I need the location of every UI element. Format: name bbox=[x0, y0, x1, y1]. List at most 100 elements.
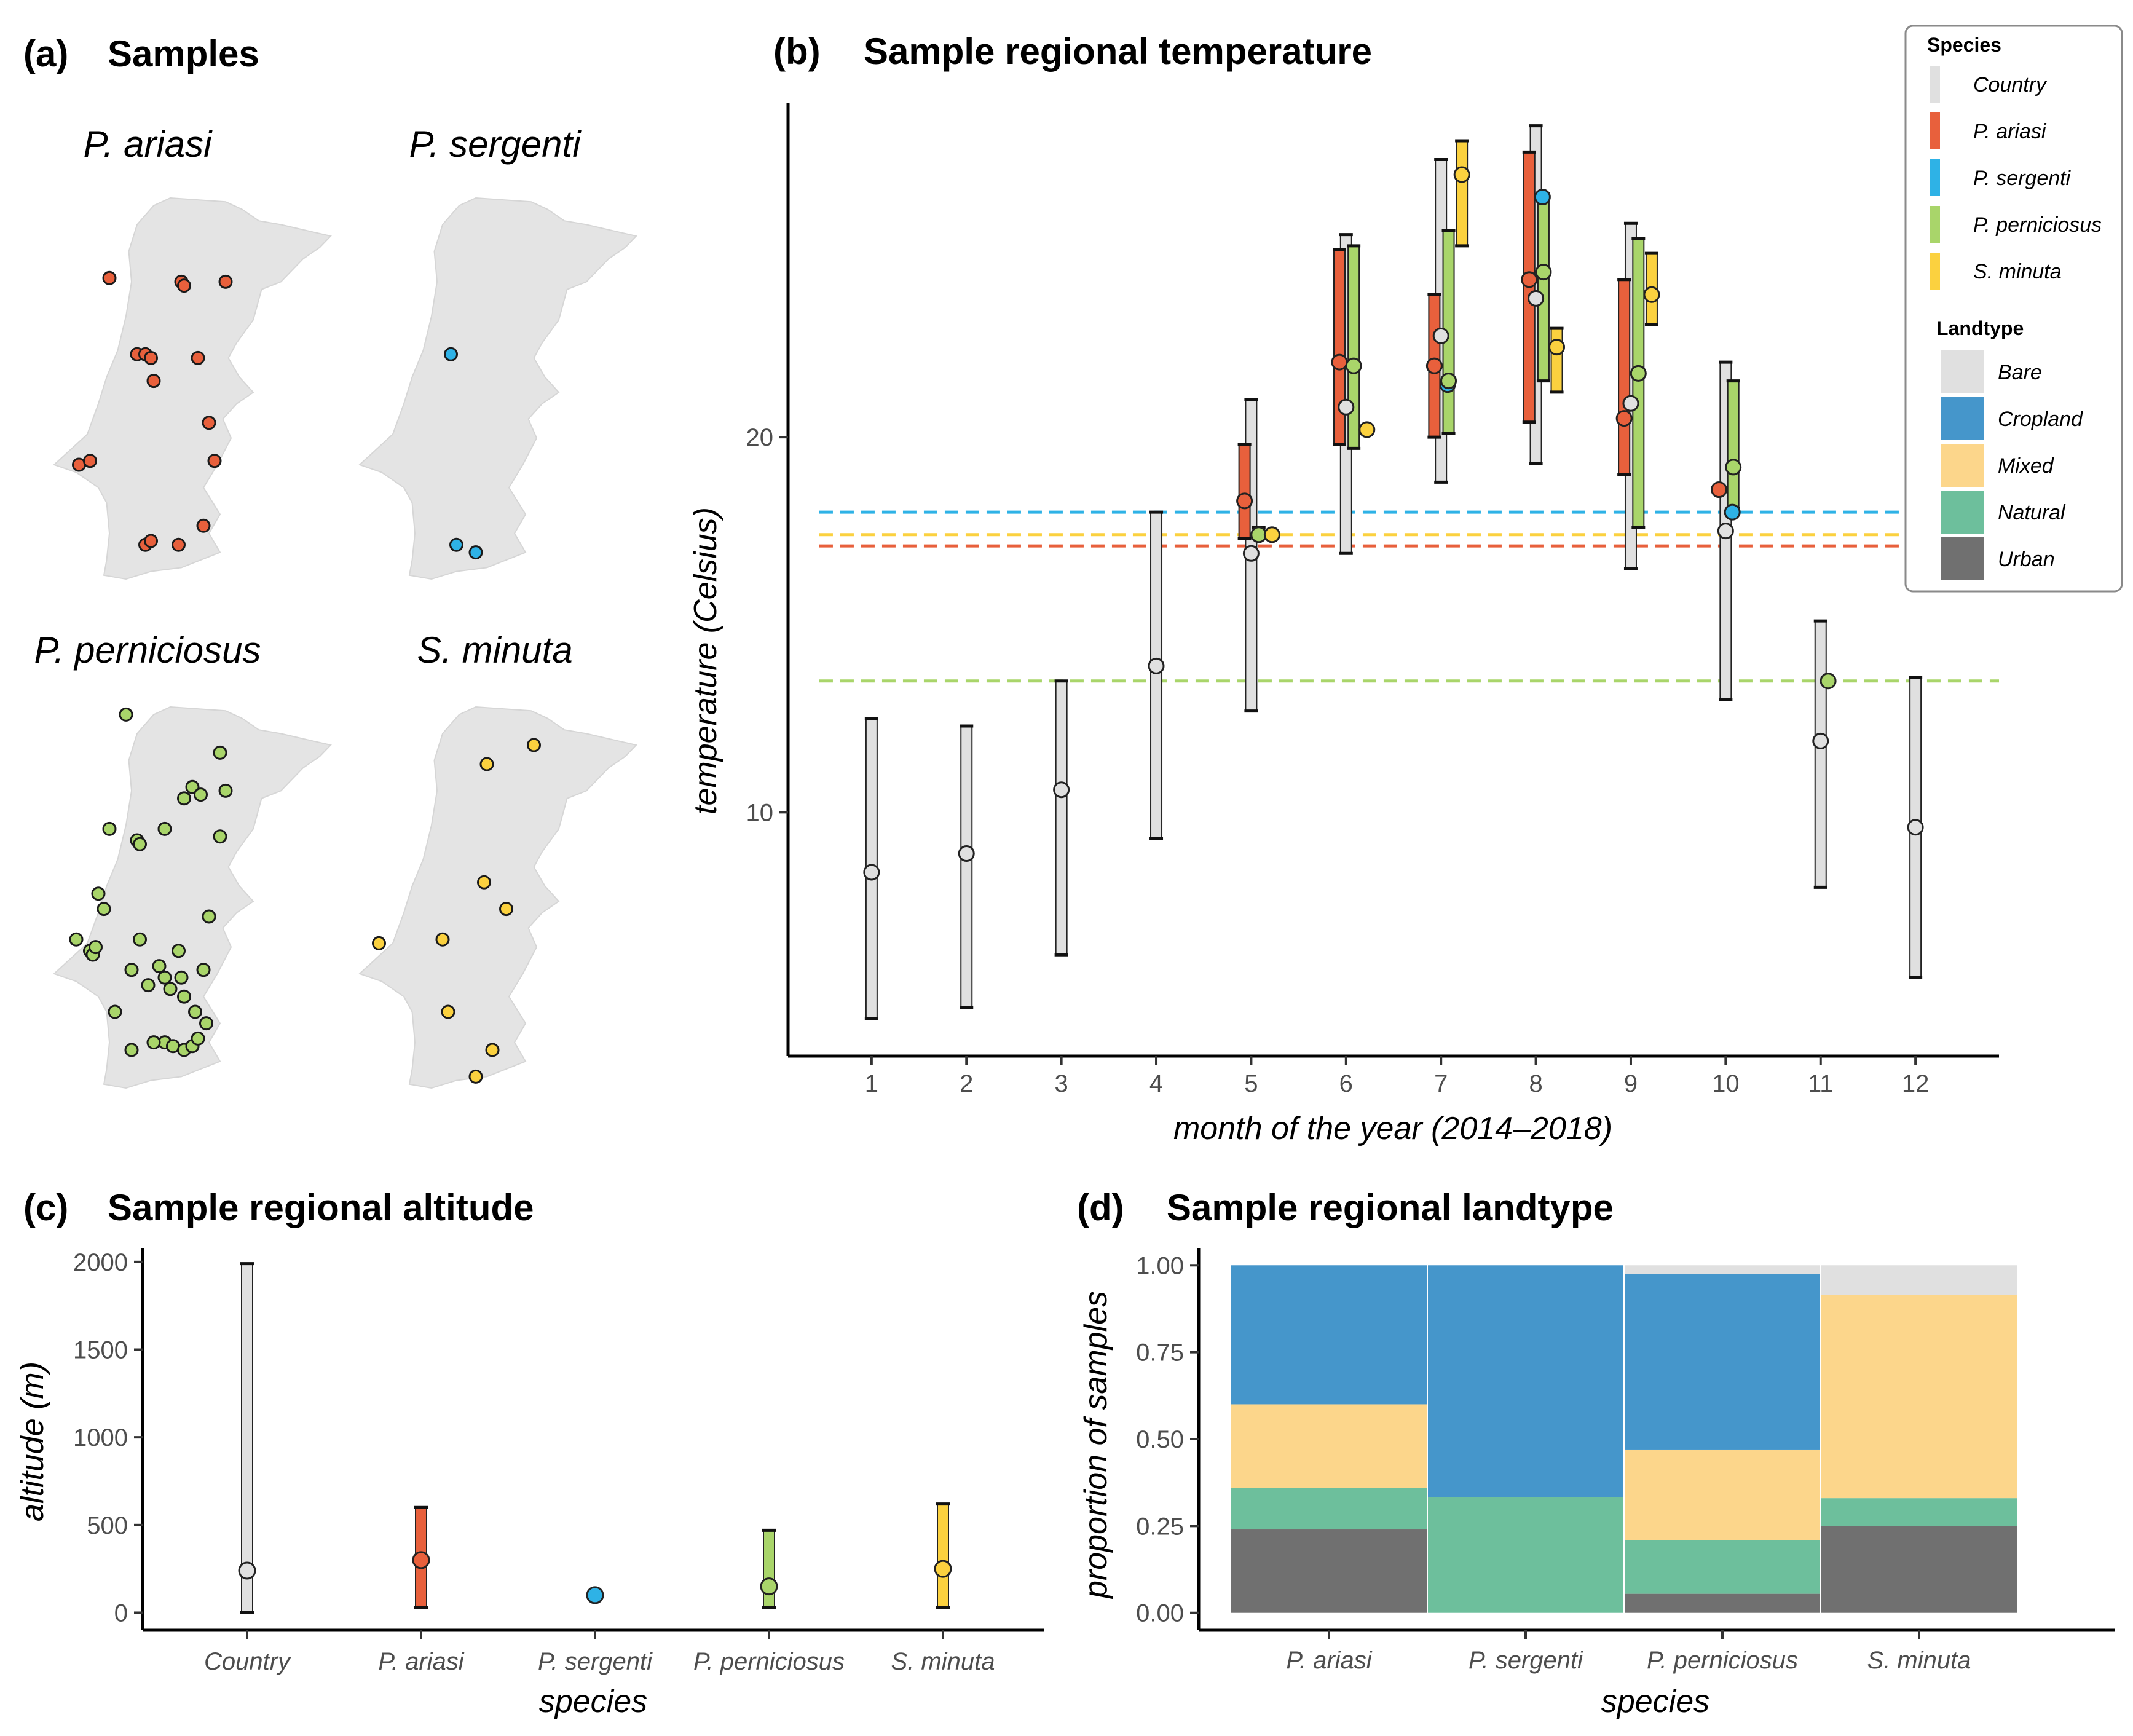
legend-label-s-minuta: S. minuta bbox=[1973, 260, 2062, 283]
series-p-ariasi bbox=[1237, 150, 1631, 540]
range-bar bbox=[1550, 328, 1563, 393]
sample-point bbox=[477, 875, 491, 890]
sample-point bbox=[144, 534, 158, 548]
bar-segment-cropland bbox=[1428, 1265, 1623, 1497]
point-country bbox=[1242, 545, 1260, 562]
x-tick-label: 8 bbox=[1529, 1070, 1542, 1097]
range-bar bbox=[960, 725, 973, 1008]
sample-point bbox=[102, 270, 117, 285]
point-country bbox=[1148, 657, 1165, 674]
sample-point bbox=[133, 932, 147, 947]
sample-point bbox=[97, 902, 111, 917]
bar-segment-bare bbox=[1821, 1265, 2017, 1295]
bar-segment-natural bbox=[1428, 1497, 1623, 1613]
bar-segment-urban bbox=[1625, 1593, 1820, 1613]
point-country bbox=[1528, 290, 1545, 307]
sample-point bbox=[218, 783, 233, 798]
point-s-minuta bbox=[1358, 421, 1376, 438]
y-tick-label: 1000 bbox=[73, 1424, 128, 1451]
panel-c-x-axis-title: species bbox=[539, 1684, 647, 1719]
series-country bbox=[864, 124, 1923, 1020]
range-bar bbox=[1618, 278, 1631, 476]
point-p-perniciosus bbox=[1440, 373, 1457, 390]
point-p-sergenti bbox=[586, 1586, 604, 1604]
point-s-minuta bbox=[1453, 166, 1470, 183]
country-outline bbox=[53, 197, 332, 580]
map-p-perniciosus: P. perniciosus bbox=[34, 629, 332, 1089]
sample-point bbox=[468, 1069, 483, 1084]
point-p-sergenti bbox=[1724, 503, 1741, 521]
legend-label-country: Country bbox=[1973, 73, 2048, 97]
legend-species-title: Species bbox=[1927, 34, 2001, 56]
legend-landtype-title: Landtype bbox=[1936, 317, 2024, 339]
sample-point bbox=[188, 1004, 202, 1019]
sample-point bbox=[163, 982, 178, 996]
x-tick-label: P. perniciosus bbox=[693, 1648, 845, 1675]
point-p-perniciosus bbox=[1630, 365, 1647, 382]
sample-point bbox=[177, 791, 191, 806]
panel-b-title: Sample regional temperature bbox=[864, 31, 1372, 72]
x-tick-label: 6 bbox=[1339, 1070, 1353, 1097]
sample-point bbox=[213, 829, 227, 844]
bar-segment-mixed bbox=[1625, 1449, 1820, 1540]
sample-point bbox=[191, 1031, 205, 1046]
range-bar bbox=[1055, 680, 1068, 956]
point-country bbox=[1907, 819, 1924, 836]
sample-point bbox=[196, 518, 211, 533]
sample-point bbox=[199, 1016, 213, 1031]
range-bar bbox=[1347, 245, 1360, 449]
x-tick-label: 7 bbox=[1434, 1070, 1448, 1097]
range-bar bbox=[1814, 620, 1827, 888]
x-tick-label: P. perniciosus bbox=[1647, 1647, 1798, 1674]
x-tick-label: P. sergenti bbox=[1469, 1647, 1583, 1674]
sample-point bbox=[83, 454, 97, 468]
panel-d-title: Sample regional landtype bbox=[1167, 1187, 1614, 1228]
sample-point bbox=[499, 902, 513, 917]
sample-point bbox=[435, 932, 450, 947]
country-outline bbox=[358, 197, 637, 580]
point-country bbox=[1622, 395, 1639, 412]
point-p-ariasi bbox=[1521, 271, 1538, 288]
y-tick-label: 0 bbox=[114, 1600, 128, 1627]
panel-d-label: (d) bbox=[1077, 1187, 1124, 1228]
x-tick-label: 1 bbox=[865, 1070, 878, 1097]
bar-segment-cropland bbox=[1231, 1265, 1427, 1405]
point-p-perniciosus bbox=[1345, 357, 1362, 374]
x-tick-label: 11 bbox=[1808, 1070, 1834, 1097]
y-tick-label: 1.00 bbox=[1136, 1252, 1184, 1279]
x-tick-label: S. minuta bbox=[891, 1648, 995, 1675]
sample-point bbox=[69, 932, 84, 947]
legend-swatch-country bbox=[1930, 66, 1940, 103]
panel-b-label: (b) bbox=[773, 31, 821, 72]
country-outline bbox=[358, 706, 637, 1089]
range-bar bbox=[1456, 140, 1469, 247]
legend: Species Landtype Country P. ariasi P. serg… bbox=[1904, 25, 2123, 593]
point-country bbox=[958, 845, 975, 862]
range-bar bbox=[1238, 444, 1251, 539]
map-p-ariasi: P. ariasi bbox=[53, 124, 332, 580]
point-country bbox=[863, 864, 880, 881]
bar-segment-natural bbox=[1821, 1498, 2017, 1526]
sample-point bbox=[144, 350, 158, 365]
sample-point bbox=[124, 1043, 139, 1057]
sample-point bbox=[485, 1043, 500, 1057]
point-country bbox=[1338, 398, 1355, 416]
sample-point bbox=[172, 944, 186, 958]
legend-swatch-p-sergenti bbox=[1930, 159, 1940, 196]
point-country bbox=[1717, 523, 1734, 540]
sample-point bbox=[102, 821, 117, 836]
point-s-minuta bbox=[934, 1560, 952, 1578]
sample-point bbox=[124, 963, 139, 977]
panel-b-y-axis-title: temperature (Celsius) bbox=[688, 507, 723, 815]
y-tick-label: 20 bbox=[746, 424, 774, 451]
bar-segment-mixed bbox=[1821, 1295, 2017, 1499]
sample-point bbox=[108, 1004, 122, 1019]
sample-point bbox=[449, 537, 463, 552]
point-p-ariasi bbox=[1331, 353, 1348, 371]
sample-point bbox=[91, 886, 106, 901]
sample-point bbox=[146, 1035, 161, 1050]
sample-point bbox=[218, 274, 233, 289]
panel-d-landtype-chart: (d) Sample regional landtype 0.00 0.25 0.5… bbox=[1077, 1187, 2115, 1719]
